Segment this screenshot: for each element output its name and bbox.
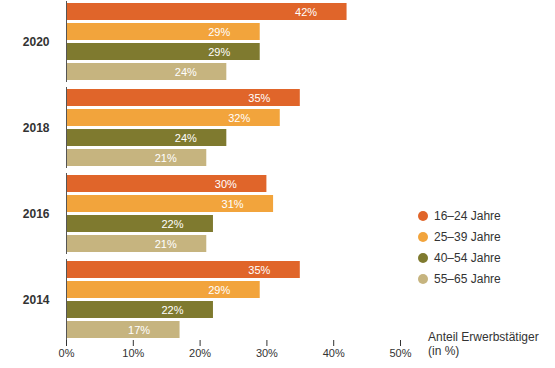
svg-text:32%: 32% <box>228 112 250 124</box>
html-text:16–24 Jahre: 16–24 Jahre <box>434 208 501 223</box>
svg-text:31%: 31% <box>222 198 244 210</box>
svg-text:35%: 35% <box>248 92 270 104</box>
svg-text:2014: 2014 <box>23 293 50 307</box>
svg-text:29%: 29% <box>208 26 230 38</box>
svg-text:29%: 29% <box>208 284 230 296</box>
svg-text:24%: 24% <box>175 132 197 144</box>
svg-text:22%: 22% <box>161 304 183 316</box>
html-text:40–54 Jahre: 40–54 Jahre <box>434 250 501 265</box>
svg-text:0%: 0% <box>59 347 75 359</box>
html-text:55–65 Jahre: 55–65 Jahre <box>434 271 501 286</box>
svg-text:29%: 29% <box>208 46 230 58</box>
svg-text:24%: 24% <box>175 66 197 78</box>
svg-text:21%: 21% <box>155 238 177 250</box>
svg-text:30%: 30% <box>256 347 278 359</box>
svg-text:10%: 10% <box>122 347 144 359</box>
svg-text:22%: 22% <box>161 218 183 230</box>
svg-text:21%: 21% <box>155 152 177 164</box>
svg-text:35%: 35% <box>248 264 270 276</box>
svg-text:50%: 50% <box>389 347 411 359</box>
svg-text:20%: 20% <box>189 347 211 359</box>
svg-text:42%: 42% <box>295 6 317 18</box>
svg-text:2018: 2018 <box>23 121 50 135</box>
svg-text:17%: 17% <box>128 324 150 336</box>
svg-text:2020: 2020 <box>23 35 50 49</box>
svg-text:40%: 40% <box>323 347 345 359</box>
svg-text:2016: 2016 <box>23 207 50 221</box>
html-text:25–39 Jahre: 25–39 Jahre <box>434 229 501 244</box>
html-text:Anteil Erwerbstätiger (in %): Anteil Erwerbstätiger (in %) <box>428 330 539 358</box>
svg-text:30%: 30% <box>215 178 237 190</box>
